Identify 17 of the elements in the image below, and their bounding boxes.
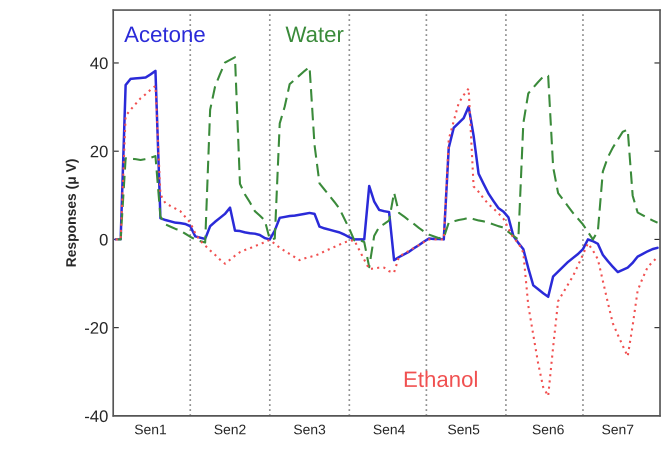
y-tick-label: -20 xyxy=(84,322,108,334)
x-tick-label: Sen5 xyxy=(448,424,480,434)
x-tick-label: Sen2 xyxy=(214,424,246,434)
y-tick-label: 0 xyxy=(100,234,108,246)
y-tick-label: 40 xyxy=(90,57,108,70)
series-label: Water xyxy=(286,26,344,42)
y-tick-label: 20 xyxy=(90,146,108,158)
line-series xyxy=(114,84,659,398)
x-tick-label: Sen1 xyxy=(134,424,166,434)
y-tick-label: -40 xyxy=(84,410,108,422)
x-tick-label: Sen3 xyxy=(294,424,326,434)
x-tick-label: Sen4 xyxy=(374,424,405,434)
x-tick-label: Sen7 xyxy=(602,424,634,434)
x-tick-label: Sen6 xyxy=(532,424,564,434)
y-axis-title: Responses (μ V) xyxy=(66,159,79,266)
text: Ethanol xyxy=(404,370,477,388)
series-label: Acetone xyxy=(124,26,205,42)
